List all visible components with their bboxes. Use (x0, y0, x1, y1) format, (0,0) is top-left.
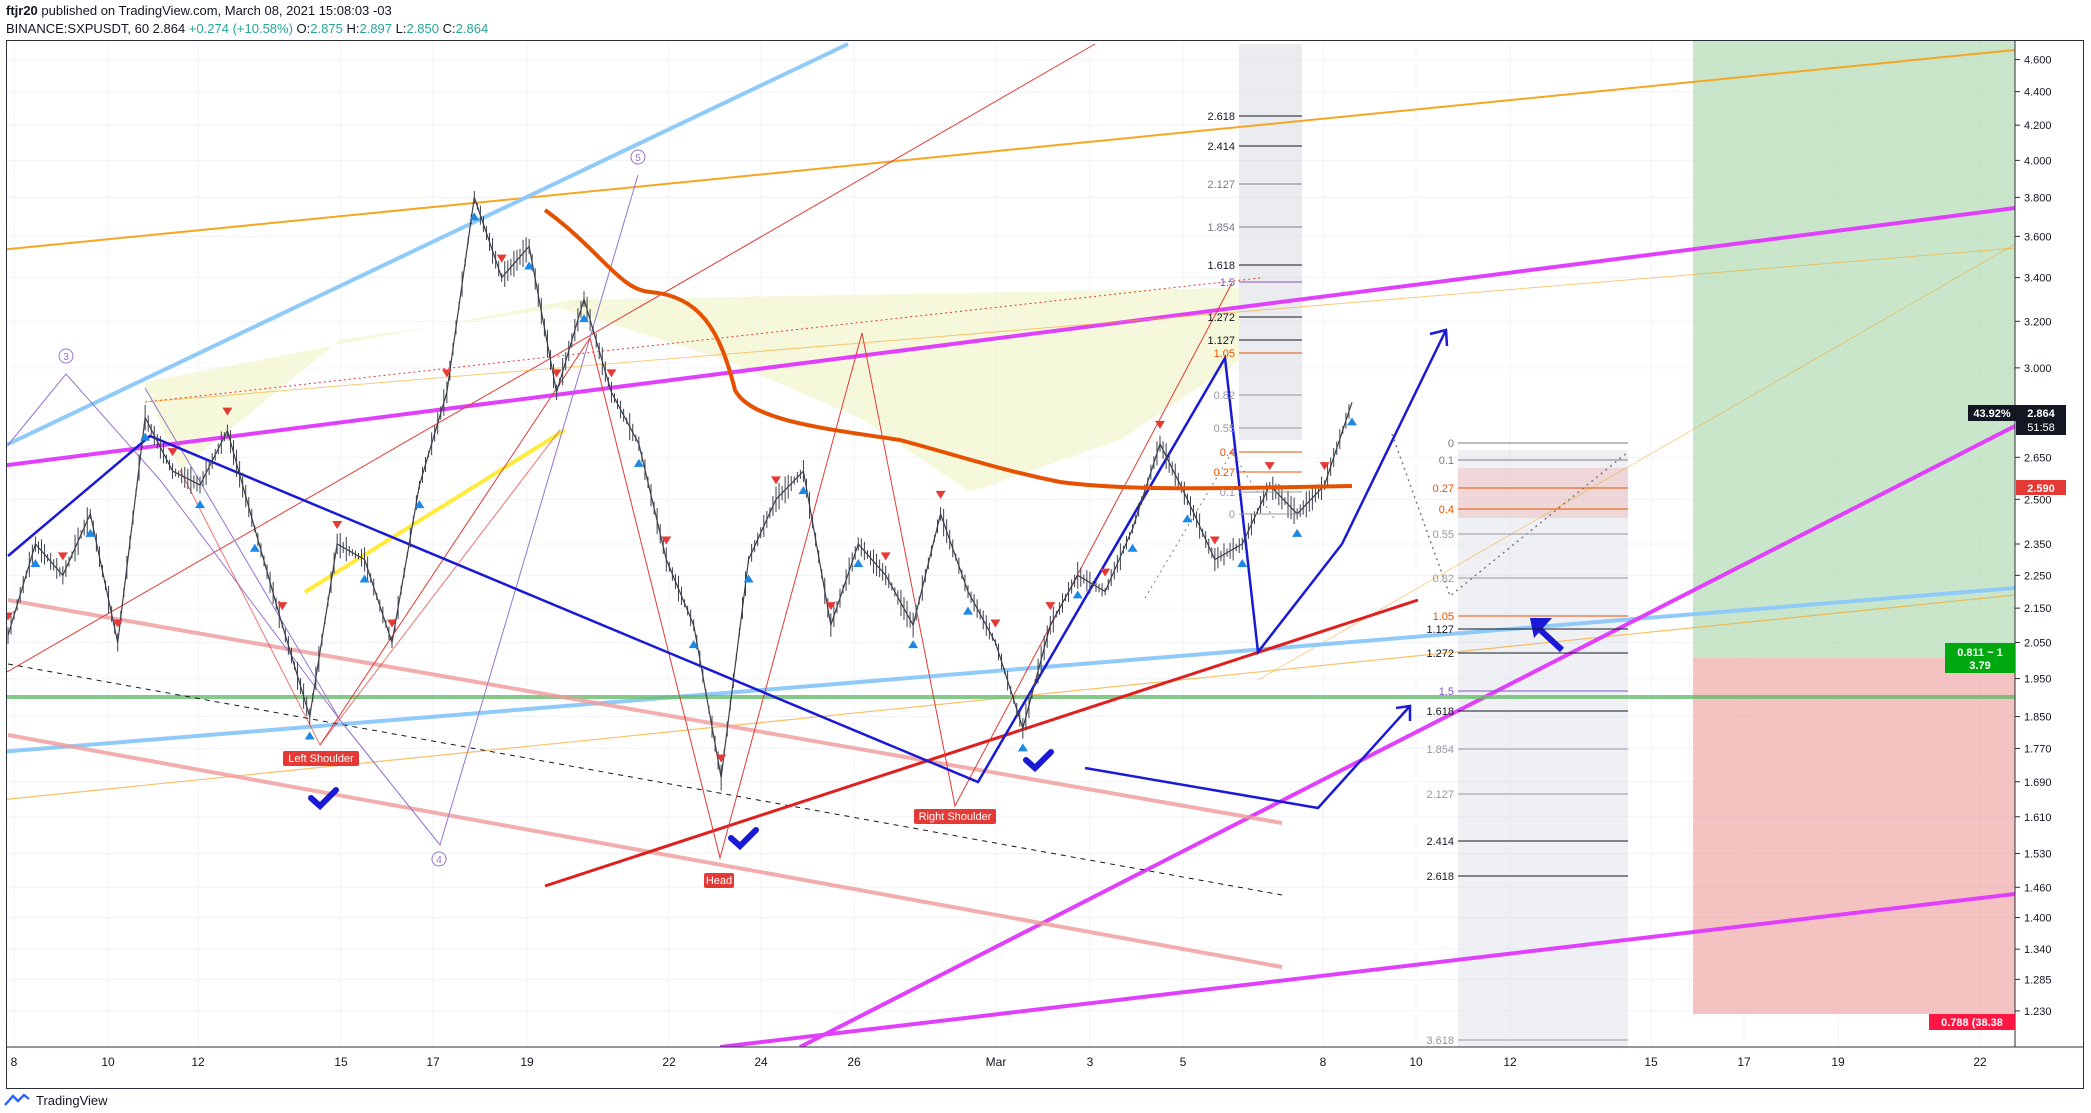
publish-info: published on TradingView.com, March 08, … (41, 3, 392, 18)
open-value: 2.875 (310, 21, 343, 36)
author-name[interactable]: ftjr20 (6, 3, 38, 18)
open-label: O: (296, 21, 311, 36)
footer-brand[interactable]: TradingView (36, 1092, 108, 1108)
last-price: 2.864 (152, 21, 186, 36)
chart-frame (6, 40, 2084, 1089)
ohlc-line: BINANCE:SXPUSDT, 60 2.864 +0.274 (+10.58… (6, 21, 488, 36)
low-label: L: (395, 21, 407, 36)
footer: TradingView (4, 1088, 108, 1112)
price-change: +0.274 (+10.58%) (188, 21, 293, 36)
symbol-label[interactable]: BINANCE:SXPUSDT, 60 (6, 21, 150, 36)
close-label: C: (442, 21, 456, 36)
publish-line: ftjr20 published on TradingView.com, Mar… (6, 3, 392, 18)
close-value: 2.864 (455, 21, 489, 36)
high-label: H: (346, 21, 360, 36)
low-value: 2.850 (406, 21, 440, 36)
high-value: 2.897 (359, 21, 392, 36)
tradingview-logo-icon[interactable] (4, 1093, 30, 1107)
